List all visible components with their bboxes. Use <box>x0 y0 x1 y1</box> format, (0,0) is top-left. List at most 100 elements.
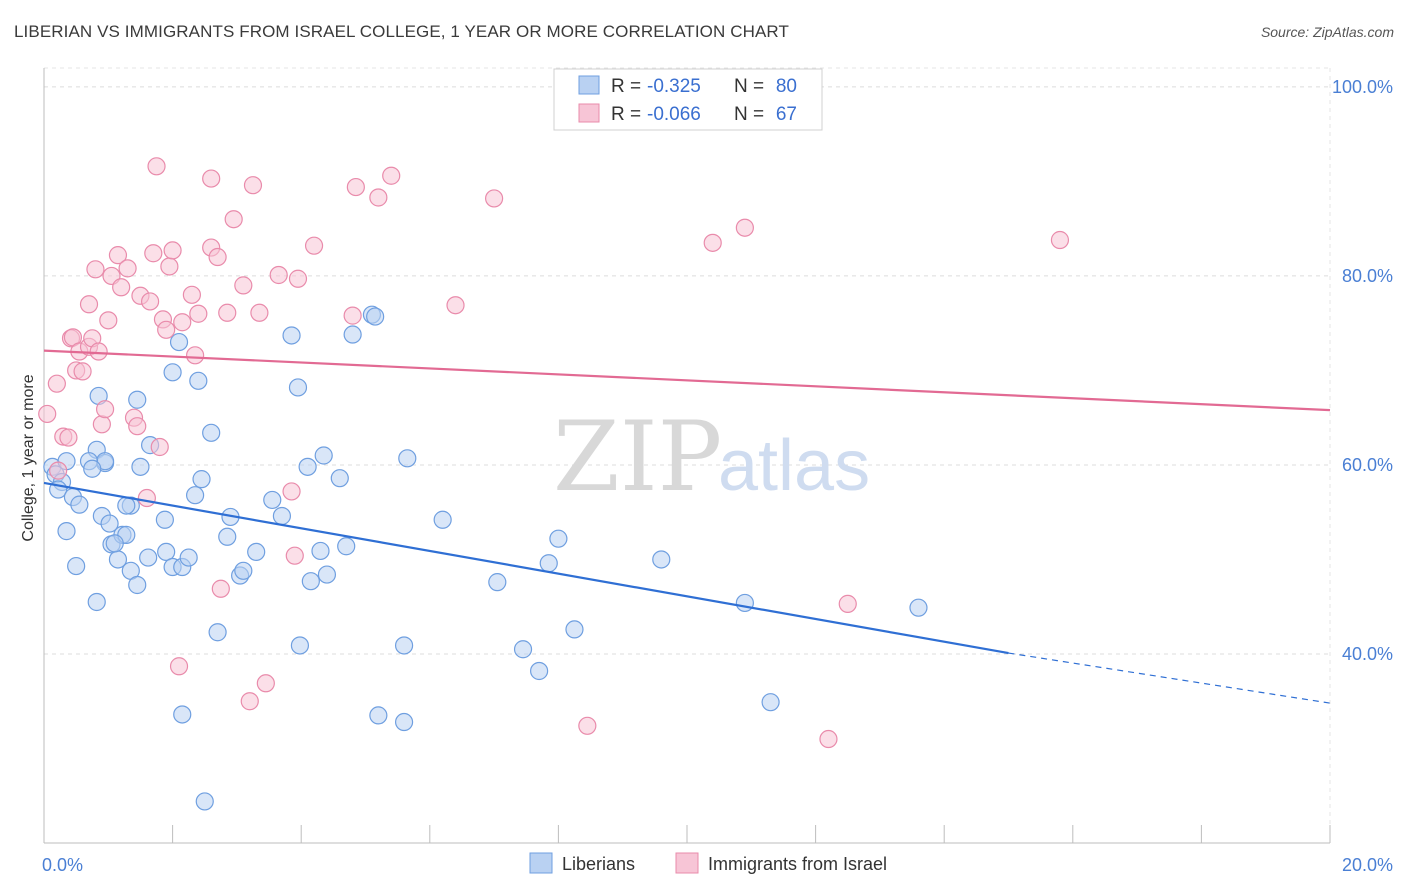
israel-point <box>202 169 221 188</box>
series-legend-swatch <box>529 852 553 874</box>
liberians-point <box>549 529 568 548</box>
israel-point <box>163 241 182 260</box>
liberians-point <box>761 693 780 712</box>
israel-point <box>250 303 269 322</box>
israel-point <box>137 488 156 508</box>
stats-n-label: N = <box>734 76 764 97</box>
liberians-point <box>652 550 671 569</box>
series-legend-label: Immigrants from Israel <box>708 854 887 874</box>
watermark-atlas: atlas <box>718 426 870 506</box>
israel-point <box>234 276 253 295</box>
stats-n-value: 67 <box>776 104 797 125</box>
liberians-point <box>539 554 558 573</box>
source-label: Source: ZipAtlas.com <box>1260 24 1394 40</box>
liberians-point <box>70 495 89 514</box>
stats-n-label: N = <box>734 104 764 125</box>
liberians-point <box>57 522 76 541</box>
liberians-point <box>83 459 102 478</box>
liberians-point <box>163 363 182 382</box>
israel-point <box>49 461 68 480</box>
liberians-trend-extension <box>1008 652 1331 704</box>
liberians-point <box>433 510 452 529</box>
liberians-point <box>189 371 208 390</box>
liberians-point <box>100 514 119 533</box>
israel-point <box>186 346 205 365</box>
israel-point <box>578 716 597 735</box>
israel-point <box>285 546 304 565</box>
israel-point <box>240 692 259 711</box>
liberians-point <box>67 556 86 576</box>
israel-point <box>1050 230 1070 250</box>
stats-legend-swatch <box>578 75 600 95</box>
liberians-point <box>290 636 310 655</box>
liberians-point <box>195 792 214 811</box>
liberians-point <box>105 534 124 553</box>
israel-point <box>157 320 176 339</box>
y-tick-label: 60.0% <box>1342 455 1393 475</box>
liberians-point <box>735 593 754 613</box>
stats-r-value: -0.325 <box>647 76 701 97</box>
liberians-point <box>208 623 227 642</box>
israel-point <box>147 157 166 176</box>
series-legend-swatch <box>675 852 699 874</box>
israel-point <box>47 374 66 393</box>
stats-n-value: 80 <box>776 76 797 97</box>
israel-point <box>304 236 324 255</box>
israel-point <box>703 233 722 252</box>
series-legend: Liberians Immigrants from Israel <box>529 852 887 874</box>
israel-point <box>182 285 201 304</box>
liberians-point <box>366 307 385 326</box>
y-tick-label: 80.0% <box>1342 266 1393 286</box>
liberians-point <box>394 636 414 655</box>
liberians-point <box>337 537 356 556</box>
stats-r-label: R = <box>611 104 641 125</box>
israel-point <box>369 188 388 207</box>
y-tick-label: 40.0% <box>1342 644 1393 664</box>
watermark-zip: ZIP <box>553 401 722 513</box>
liberians-point <box>909 598 928 617</box>
liberians-point <box>398 449 417 468</box>
israel-point <box>173 313 192 332</box>
liberians-point <box>343 325 362 344</box>
liberians-point <box>513 640 533 659</box>
liberians-point <box>139 548 158 567</box>
israel-point <box>343 306 362 325</box>
israel-point <box>140 292 160 311</box>
israel-point <box>243 176 263 195</box>
liberians-point <box>234 561 253 580</box>
liberians-point <box>488 573 507 592</box>
liberians-point <box>282 326 301 345</box>
israel-point <box>99 311 118 330</box>
liberians-point <box>565 620 584 639</box>
liberians-point <box>173 705 192 724</box>
stats-legend-swatch <box>578 103 600 123</box>
israel-point <box>112 278 131 297</box>
israel-point <box>838 594 857 613</box>
israel-point <box>208 247 227 267</box>
liberians-point <box>128 390 147 409</box>
israel-point <box>189 304 208 323</box>
israel-point <box>128 417 147 436</box>
liberians-trend-line <box>43 481 1009 655</box>
liberians-point <box>394 712 414 732</box>
israel-point <box>735 218 754 237</box>
israel-point <box>144 244 163 263</box>
liberians-point <box>169 332 189 352</box>
israel-point <box>38 404 57 424</box>
liberians-point <box>128 575 147 595</box>
liberians-point <box>179 548 198 567</box>
israel-point <box>288 269 308 288</box>
liberians-point <box>117 496 136 515</box>
data-points <box>38 157 1070 811</box>
liberians-point <box>131 457 150 476</box>
liberians-point <box>202 423 221 442</box>
stats-r-value: -0.066 <box>647 104 701 125</box>
israel-point <box>282 482 301 501</box>
liberians-point <box>155 510 174 529</box>
israel-point <box>118 259 137 278</box>
israel-point <box>79 295 99 314</box>
israel-point <box>269 265 288 285</box>
israel-point <box>89 342 108 361</box>
israel-trend-line <box>43 349 1331 412</box>
